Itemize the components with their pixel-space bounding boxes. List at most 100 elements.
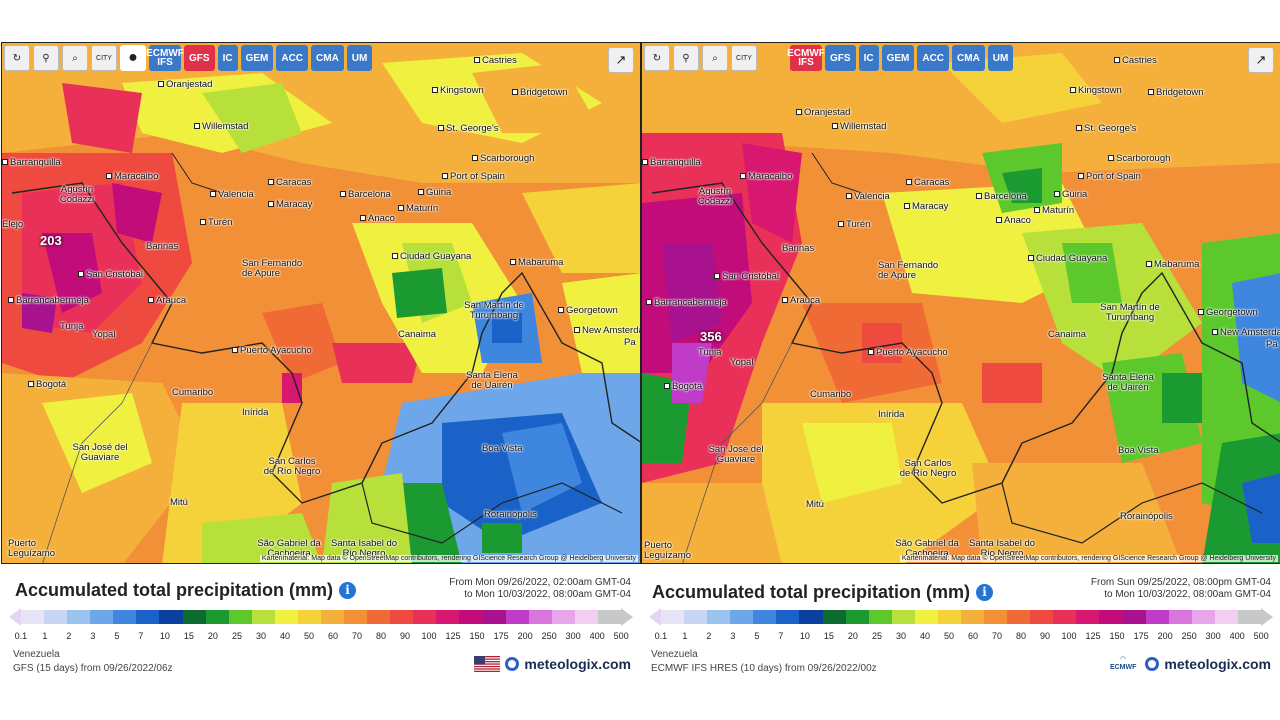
model-cma-button[interactable]: CMA	[311, 45, 344, 71]
scale-swatch	[90, 610, 114, 624]
location-pin-icon[interactable]: ⚲	[33, 45, 59, 71]
city-label: Maturín	[1034, 205, 1074, 216]
gfs-precip-map[interactable]: ↻ ⚲ ⌕ CITY ● ECMWF IFS GFS IC GEM ACC CM…	[1, 42, 641, 564]
city-toggle-button[interactable]: CITY	[731, 45, 757, 71]
share-icon[interactable]: ↗	[1248, 47, 1274, 73]
scale-swatch	[914, 610, 938, 624]
model-ecmwf-button[interactable]: ECMWF IFS	[787, 45, 825, 71]
scale-swatch	[661, 610, 685, 624]
city-label: Ciudad Guayana	[392, 251, 471, 262]
city-toggle-button[interactable]: CITY	[91, 45, 117, 71]
scale-swatch	[413, 610, 437, 624]
city-label: San Carlos de Río Negro	[899, 458, 957, 479]
scale-tick-label: 15	[183, 631, 194, 641]
model-acc-button[interactable]: ACC	[276, 45, 309, 71]
scale-tick-label: 40	[279, 631, 290, 641]
map-attribution: Kartenmaterial: Map data © OpenStreetMap…	[899, 555, 1278, 562]
scale-swatch	[228, 610, 252, 624]
scale-tick-label: 50	[943, 631, 954, 641]
model-gem-button[interactable]: GEM	[240, 45, 274, 71]
scale-tick-label: 100	[1061, 631, 1077, 641]
scale-tick-label: 200	[1157, 631, 1173, 641]
city-label: Port of Spain	[1078, 171, 1141, 182]
model-gfs-button[interactable]: GFS	[825, 45, 856, 71]
scale-tick-label: 175	[1133, 631, 1149, 641]
city-label: San Martín de Turumbang	[464, 300, 524, 321]
zoom-icon[interactable]: ⌕	[62, 45, 88, 71]
city-label: Boa Vista	[482, 443, 523, 454]
city-label: New Amsterdam	[1212, 327, 1280, 338]
region-label: Venezuela	[13, 649, 60, 660]
model-gfs-button[interactable]: GFS	[184, 45, 215, 71]
city-label: Arauca	[148, 295, 186, 306]
scale-swatch	[459, 610, 483, 624]
scale-tick-label: 1	[42, 631, 48, 641]
city-label: Willemstad	[194, 121, 248, 132]
city-label: San Cristóbal	[78, 269, 143, 280]
scale-tick-label: 1	[682, 631, 688, 641]
scale-swatch	[984, 610, 1008, 624]
scale-tick-label: 150	[1109, 631, 1125, 641]
scale-swatch	[1145, 610, 1169, 624]
scale-tick-label: 250	[1181, 631, 1197, 641]
city-label: Caracas	[906, 177, 949, 188]
city-label: San Fernando de Apure	[878, 260, 939, 281]
refresh-icon[interactable]: ↻	[4, 45, 30, 71]
city-label: Cumaribo	[172, 387, 214, 398]
city-label: Agustín Codazzi	[697, 186, 733, 207]
city-label: Tunja	[60, 321, 84, 332]
model-ic-button[interactable]: IC	[217, 45, 238, 71]
city-label: Barcelona	[340, 189, 391, 200]
city-label: Santa Isabel do Rio Negro	[968, 538, 1036, 559]
city-label: Oranjestad	[796, 107, 850, 118]
model-acc-button[interactable]: ACC	[917, 45, 950, 71]
city-label: St. George's	[1076, 123, 1137, 134]
scale-tick-label: 30	[255, 631, 266, 641]
city-label: Barinas	[146, 241, 179, 252]
city-label: Canaima	[1048, 329, 1087, 340]
scale-tick-label: 90	[1040, 631, 1051, 641]
city-label: Turén	[200, 217, 232, 228]
share-icon[interactable]: ↗	[608, 47, 634, 73]
refresh-icon[interactable]: ↻	[644, 45, 670, 71]
info-icon[interactable]: i	[339, 582, 357, 599]
model-um-button[interactable]: UM	[346, 45, 373, 71]
model-ecmwf-button[interactable]: ECMWF IFS	[146, 45, 184, 71]
info-icon[interactable]: i	[976, 584, 994, 601]
scale-swatch	[321, 610, 345, 624]
city-label: Barcelona	[976, 191, 1027, 202]
location-pin-icon[interactable]: ⚲	[673, 45, 699, 71]
map-attribution: Kartenmaterial: Map data © OpenStreetMap…	[259, 555, 638, 562]
city-label: Castries	[474, 55, 517, 66]
city-label: Yopal	[730, 357, 754, 368]
forecast-period: From Sun 09/25/2022, 08:00pm GMT-04 to M…	[1090, 577, 1271, 600]
city-label: Rorainópolis	[484, 509, 537, 520]
scale-segments	[661, 608, 1262, 626]
city-label: New Amsterdam	[574, 325, 640, 336]
ecmwf-precip-map[interactable]: ↻ ⚲ ⌕ CITY ECMWF IFS GFS IC GEM ACC CMA …	[641, 42, 1280, 564]
scale-tick-label: 400	[589, 631, 605, 641]
scale-swatch	[205, 610, 229, 624]
city-label: Scarborough	[1108, 153, 1170, 164]
scale-tick-label: 40	[919, 631, 930, 641]
dark-mode-icon[interactable]: ●	[120, 45, 146, 71]
city-label: San Fernando de Apure	[242, 258, 303, 279]
zoom-icon[interactable]: ⌕	[702, 45, 728, 71]
model-cma-button[interactable]: CMA	[952, 45, 985, 71]
brand-logo[interactable]: ◠ ECMWF meteologix.com	[1109, 656, 1271, 672]
city-label: Georgetown	[1198, 307, 1258, 318]
scale-arrow-right	[1261, 608, 1273, 626]
model-gem-button[interactable]: GEM	[881, 45, 915, 71]
brand-logo[interactable]: meteologix.com	[474, 656, 631, 672]
model-ic-button[interactable]: IC	[858, 45, 879, 71]
scale-arrow-right	[621, 608, 633, 626]
city-label: Inírida	[878, 409, 905, 420]
scale-tick-label: 200	[517, 631, 533, 641]
scale-swatch	[1237, 610, 1262, 624]
city-label: Puerto Leguízamo	[644, 540, 692, 561]
city-label: Barranquilla	[2, 157, 61, 168]
model-um-button[interactable]: UM	[987, 45, 1014, 71]
scale-swatch	[1030, 610, 1054, 624]
city-label: San Martín de Turumbang	[1100, 302, 1160, 323]
scale-swatch	[730, 610, 754, 624]
